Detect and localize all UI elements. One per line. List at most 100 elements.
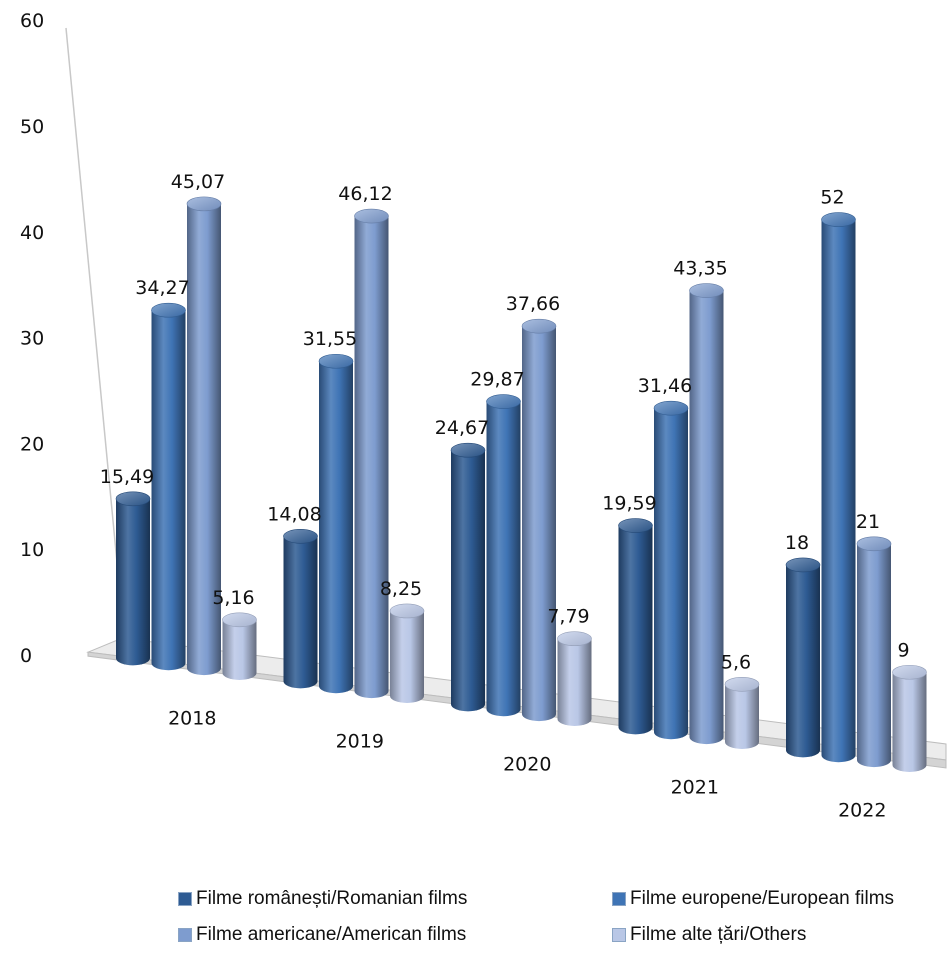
bar [892,664,927,772]
bar [450,442,486,712]
x-tick-label: 2022 [838,799,886,821]
bar-cap [557,631,592,647]
bar-body [354,216,389,699]
x-tick-label: 2018 [168,707,216,729]
data-label: 34,27 [135,277,189,299]
data-label: 5,16 [212,587,254,609]
bar [689,283,724,745]
bars [115,196,927,772]
bar-body [725,684,759,749]
bar-cap [821,212,856,227]
data-label: 8,25 [380,578,422,600]
data-label: 5,6 [721,651,751,673]
bar-cap [354,208,389,224]
bar-body [557,638,592,726]
bar [785,557,821,758]
y-tick-label: 50 [20,116,44,138]
data-label: 18 [785,532,809,554]
bar [151,302,186,671]
y-tick-label: 0 [20,645,32,667]
bar [821,212,856,763]
bar-cap [283,529,318,544]
legend-item-others[interactable]: Filme alte țări/Others [612,924,806,946]
bar-cap [450,442,486,458]
bar-cap [318,353,354,369]
bar [557,631,592,726]
bar-cap [486,394,521,409]
legend-swatch-others [612,928,626,942]
data-label: 7,79 [547,606,589,628]
bar [653,400,689,740]
bar-cap [186,196,222,212]
bar-cap [115,491,151,507]
x-tick-label: 2021 [671,776,719,798]
bar-body [486,401,521,717]
bar [856,536,892,768]
bar-body [892,672,927,772]
legend-item-romanian[interactable]: Filme românești/Romanian films [178,888,467,910]
bar-cap [785,557,821,573]
data-label: 52 [820,187,844,209]
legend-label-others: Filme alte țări/Others [630,924,807,945]
bar-body [689,290,724,745]
bar-cap [689,283,724,298]
bar [354,208,389,699]
legend-swatch-european [612,892,626,906]
bar-body [821,219,856,763]
data-labels: 15,49 34,27 45,07 5,16 14,08 31,55 46,12 8,25 24… [100,171,910,673]
bar-body [451,450,485,712]
bar-body [390,610,424,703]
data-label: 31,46 [638,375,692,397]
data-label: 45,07 [171,171,225,193]
bar [521,318,557,722]
legend-label-romanian: Filme românești/Romanian films [196,888,468,909]
data-label: 46,12 [338,183,392,205]
legend-item-american[interactable]: Filme americane/American films [178,924,466,946]
bar [283,529,318,689]
data-label: 43,35 [673,258,727,280]
y-tick-label: 60 [20,10,44,32]
bar [318,353,354,694]
bar-cap [856,536,892,552]
data-label: 9 [897,639,909,661]
bar [389,603,425,703]
category-labels: 2018 2019 2020 2021 2022 [168,707,886,821]
bar-cap [389,603,425,619]
data-label: 37,66 [506,293,560,315]
bar-cap [521,318,557,334]
data-label: 29,87 [470,369,524,391]
data-label: 21 [856,511,880,533]
bar-body [618,525,653,735]
bar-body [283,536,318,689]
bar [115,491,151,666]
bar [486,394,521,717]
bar-body [151,310,186,671]
legend-item-european[interactable]: Filme europene/European films [612,888,894,910]
bar-cap [222,612,257,628]
bar-body [786,564,820,758]
bar-body [319,361,353,694]
x-tick-label: 2020 [503,753,551,775]
data-label: 31,55 [303,328,357,350]
y-axis: 0 10 20 30 40 50 60 [20,10,125,667]
legend-swatch-american [178,928,192,942]
bar-body [187,203,221,676]
legend-label-american: Filme americane/American films [196,924,467,945]
bar-body [116,498,150,666]
bar-cap [653,400,689,416]
data-label: 24,67 [435,417,489,439]
legend-label-european: Filme europene/European films [630,888,895,909]
x-tick-label: 2019 [336,730,384,752]
bar-body [654,408,688,740]
bar [618,518,653,735]
y-tick-label: 40 [20,222,44,244]
data-label: 15,49 [100,466,154,488]
bar-cap [724,676,760,692]
bar-cap [151,302,186,318]
bar-chart: 0 10 20 30 40 50 60 15,49 34,27 45,07 5,16 14,08 31… [20,10,947,821]
y-tick-label: 10 [20,539,44,561]
bar [222,612,257,680]
y-tick-label: 20 [20,433,44,455]
bar [724,676,760,749]
legend-swatch-romanian [178,892,192,906]
